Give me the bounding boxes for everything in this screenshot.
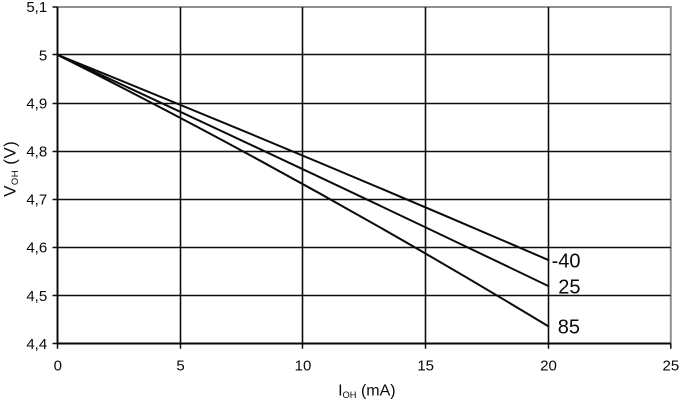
svg-text:-40: -40 xyxy=(552,251,581,273)
svg-text:VOH (V): VOH (V) xyxy=(0,141,21,197)
svg-text:5: 5 xyxy=(176,357,184,374)
svg-text:4,6: 4,6 xyxy=(26,240,47,257)
svg-text:85: 85 xyxy=(558,317,580,339)
svg-text:4,4: 4,4 xyxy=(26,336,47,353)
svg-text:25: 25 xyxy=(558,277,580,299)
svg-text:5: 5 xyxy=(39,47,47,64)
svg-text:4,7: 4,7 xyxy=(26,192,47,209)
svg-text:20: 20 xyxy=(540,357,557,374)
svg-text:10: 10 xyxy=(295,357,312,374)
svg-text:15: 15 xyxy=(417,357,434,374)
svg-text:5,1: 5,1 xyxy=(26,0,47,16)
svg-text:0: 0 xyxy=(54,357,62,374)
svg-text:4,5: 4,5 xyxy=(26,288,47,305)
svg-text:4,9: 4,9 xyxy=(26,95,47,112)
svg-text:4,8: 4,8 xyxy=(26,144,47,161)
svg-text:25: 25 xyxy=(663,357,680,374)
